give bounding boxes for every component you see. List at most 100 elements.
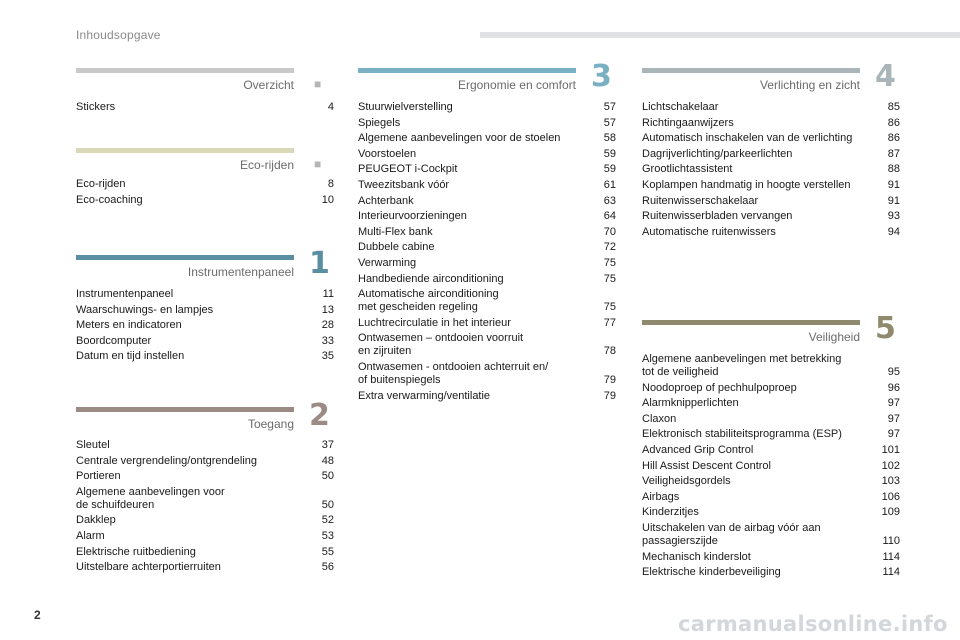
toc-entry[interactable]: Lichtschakelaar 85 — [642, 101, 900, 114]
toc-entry-label: Voorstoelen — [358, 147, 417, 160]
toc-entry-label: Grootlichtassistent — [642, 163, 733, 176]
section-title: Instrumentenpaneel — [187, 265, 294, 279]
toc-entry[interactable]: Algemene aanbevelingen voor de stoelen 58 — [358, 132, 616, 145]
header-bar — [480, 32, 960, 38]
toc-entry[interactable]: Eco-rijden 8 — [76, 178, 334, 191]
toc-entry-label: Automatische ruitenwissers — [642, 225, 776, 238]
toc-entry[interactable]: Alarmknipperlichten 97 — [642, 397, 900, 410]
toc-entry-label: Veiligheidsgordels — [642, 475, 731, 488]
toc-entry-label: Koplampen handmatig in hoogte verstellen — [642, 178, 851, 191]
toc-entry-label: Multi-Flex bank — [358, 225, 433, 238]
toc-entry[interactable]: Multi-Flex bank 70 — [358, 226, 616, 239]
toc-entry[interactable]: PEUGEOT i-Cockpit 59 — [358, 163, 616, 176]
toc-entry-page: 13 — [321, 303, 334, 316]
toc-entry[interactable]: Ontwasemen - ontdooien achterruit en/ of… — [358, 361, 616, 387]
toc-entry-label: Datum en tijd instellen — [76, 350, 185, 363]
toc-entry[interactable]: Richtingaanwijzers 86 — [642, 117, 900, 130]
toc-entry[interactable]: Ruitenwisserbladen vervangen 93 — [642, 210, 900, 223]
toc-entry[interactable]: Tweezitsbank vóór 61 — [358, 179, 616, 192]
toc-entry-label: Mechanisch kinderslot — [642, 550, 751, 563]
toc-entry[interactable]: Dubbele cabine 72 — [358, 241, 616, 254]
toc-entry[interactable]: Voorstoelen 59 — [358, 148, 616, 161]
toc-entry[interactable]: Handbediende airconditioning 75 — [358, 273, 616, 286]
toc-entry[interactable]: Elektrische ruitbediening 55 — [76, 546, 334, 559]
toc-entry-page: 91 — [887, 194, 900, 207]
toc-entry[interactable]: Stuurwielverstelling 57 — [358, 101, 616, 114]
toc-entry[interactable]: Stickers 4 — [76, 101, 334, 114]
toc-entry[interactable]: Automatische airconditioning met geschei… — [358, 288, 616, 314]
section-bar — [76, 148, 294, 153]
section-bar — [76, 68, 294, 73]
entries-list: Instrumentenpaneel 11 Waarschuwings- en la… — [76, 288, 334, 366]
toc-entry[interactable]: Sleutel 37 — [76, 439, 334, 452]
toc-entry-label: Algemene aanbevelingen voor de schuifdeu… — [76, 485, 225, 511]
toc-entry-page: 10 — [321, 193, 334, 206]
toc-entry-page: 57 — [603, 101, 616, 113]
toc-entry-label: Ruitenwisserbladen vervangen — [642, 210, 793, 223]
toc-entry[interactable]: Spiegels 57 — [358, 117, 616, 130]
toc-entry[interactable]: Meters en indicatoren 28 — [76, 319, 334, 332]
toc-entry[interactable]: Automatische ruitenwissers 94 — [642, 226, 900, 239]
toc-entry-page: 79 — [603, 373, 616, 386]
toc-entry[interactable]: Centrale vergrendeling/ontgrendeling 48 — [76, 455, 334, 468]
toc-entry[interactable]: Claxon 97 — [642, 413, 900, 426]
toc-entry-label: Lichtschakelaar — [642, 101, 719, 113]
toc-entry[interactable]: Elektronisch stabiliteitsprogramma (ESP)… — [642, 428, 900, 441]
toc-entry[interactable]: Datum en tijd instellen 35 — [76, 350, 334, 363]
toc-entry-page: 102 — [881, 459, 900, 472]
toc-entry-label: Alarm — [76, 529, 105, 542]
toc-entry[interactable]: Waarschuwings- en lampjes 13 — [76, 304, 334, 317]
toc-entry[interactable]: Achterbank 63 — [358, 195, 616, 208]
toc-entry[interactable]: Boordcomputer 33 — [76, 335, 334, 348]
toc-entry[interactable]: Koplampen handmatig in hoogte verstellen… — [642, 179, 900, 192]
toc-entry[interactable]: Portieren 50 — [76, 470, 334, 483]
toc-entry-page: 103 — [881, 475, 900, 488]
toc-entry[interactable]: Grootlichtassistent 88 — [642, 163, 900, 176]
toc-entry-page: 97 — [887, 412, 900, 425]
toc-entry[interactable]: Ruitenwisserschakelaar 91 — [642, 195, 900, 208]
toc-entry[interactable]: Alarm 53 — [76, 530, 334, 543]
toc-entry[interactable]: Dakklep 52 — [76, 514, 334, 527]
toc-entry[interactable]: Advanced Grip Control 101 — [642, 444, 900, 457]
toc-entry-label: Meters en indicatoren — [76, 319, 182, 332]
page-header-title: Inhoudsopgave — [76, 28, 161, 42]
toc-entry-page: 70 — [603, 225, 616, 238]
toc-entry-label: Elektrische ruitbediening — [76, 545, 196, 558]
toc-entry[interactable]: Noodoproep of pechhulpoproep 96 — [642, 382, 900, 395]
toc-entry[interactable]: Uitschakelen van de airbag vóór aan pass… — [642, 522, 900, 548]
toc-entry-page: 28 — [321, 319, 334, 332]
toc-entry-label: Dakklep — [76, 514, 116, 527]
watermark: carmanualsonline.info — [678, 612, 948, 636]
toc-entry[interactable]: Kinderzitjes 109 — [642, 506, 900, 519]
toc-entry[interactable]: Mechanisch kinderslot 114 — [642, 551, 900, 564]
toc-entry[interactable]: Algemene aanbevelingen met betrekking to… — [642, 353, 900, 379]
toc-entry[interactable]: Dagrijverlichting/parkeerlichten 87 — [642, 148, 900, 161]
toc-entry[interactable]: Instrumentenpaneel 11 — [76, 288, 334, 301]
toc-entry[interactable]: Ontwasemen – ontdooien voorruit en zijru… — [358, 332, 616, 358]
toc-entry-label: Luchtrecirculatie in het interieur — [358, 316, 511, 329]
section-number: 4 — [875, 59, 896, 94]
toc-entry-page: 4 — [327, 101, 334, 113]
toc-entry[interactable]: Airbags 106 — [642, 491, 900, 504]
toc-entry[interactable]: Uitstelbare achterportierruiten 56 — [76, 561, 334, 574]
toc-entry-label: Verwarming — [358, 256, 417, 269]
toc-entry[interactable]: Extra verwarming/ventilatie 79 — [358, 390, 616, 403]
toc-entry-label: Algemene aanbevelingen voor de stoelen — [358, 132, 561, 145]
toc-entry[interactable]: Luchtrecirculatie in het interieur 77 — [358, 317, 616, 330]
toc-entry-page: 58 — [603, 132, 616, 145]
toc-entry-label: Algemene aanbevelingen met betrekking to… — [642, 353, 842, 378]
toc-entry-page: 106 — [881, 490, 900, 503]
toc-entry-label: Sleutel — [76, 439, 110, 451]
toc-entry[interactable]: Algemene aanbevelingen voor de schuifdeu… — [76, 486, 334, 512]
toc-entry[interactable]: Eco-coaching 10 — [76, 194, 334, 207]
toc-entry-label: Ontwasemen - ontdooien achterruit en/ of… — [358, 360, 549, 386]
toc-entry[interactable]: Automatisch inschakelen van de verlichti… — [642, 132, 900, 145]
toc-entry[interactable]: Interieurvoorzieningen 64 — [358, 210, 616, 223]
toc-entry[interactable]: Elektrische kinderbeveiliging 114 — [642, 566, 900, 579]
toc-entry[interactable]: Hill Assist Descent Control 102 — [642, 460, 900, 473]
toc-entry-page: 59 — [603, 163, 616, 176]
toc-entry-label: Airbags — [642, 490, 680, 503]
section-dot-icon: ■ — [314, 77, 322, 91]
toc-entry[interactable]: Veiligheidsgordels 103 — [642, 475, 900, 488]
toc-entry[interactable]: Verwarming 75 — [358, 257, 616, 270]
